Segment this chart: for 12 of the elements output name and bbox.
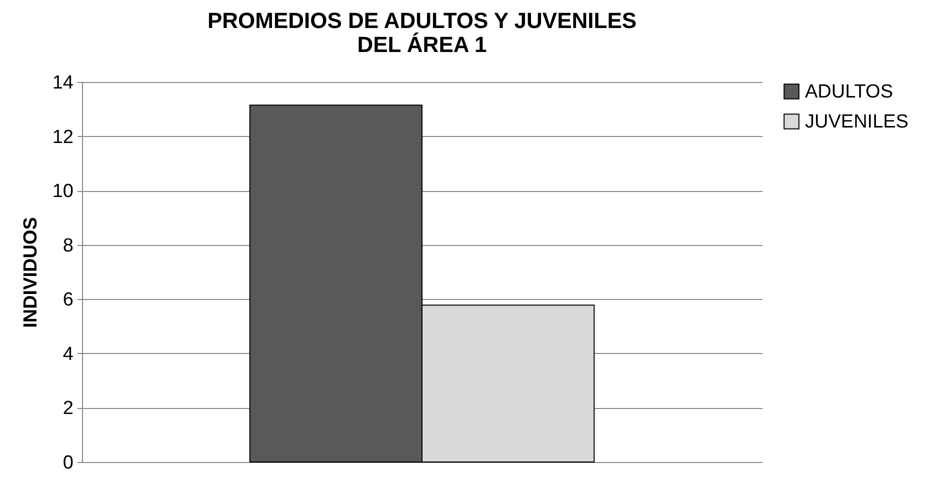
y-tick-label: 12 xyxy=(52,126,74,148)
y-tick-label: 0 xyxy=(62,452,74,474)
chart-title: PROMEDIOS DE ADULTOS Y JUVENILES DEL ÁREA 1 xyxy=(207,8,637,57)
y-tick-label: 10 xyxy=(52,181,74,202)
y-tick-label: 4 xyxy=(62,344,74,365)
y-tick-label: 8 xyxy=(62,235,74,256)
legend-label: ADULTOS xyxy=(805,82,893,102)
y-tick-label: 14 xyxy=(52,72,74,94)
y-tick-label: 6 xyxy=(62,290,74,311)
legend-label: JUVENILES xyxy=(805,112,908,132)
y-axis-title: INDIVIDUOS xyxy=(20,217,42,328)
y-tick-label: 2 xyxy=(62,398,74,420)
